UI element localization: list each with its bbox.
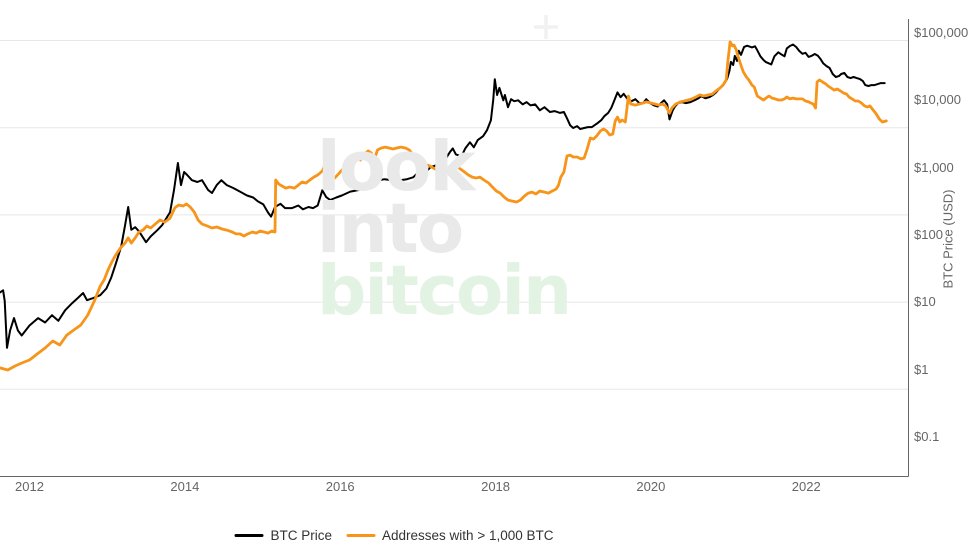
y-tick-0-1: $0.1 — [914, 428, 940, 444]
y-tick-100000: $100,000 — [914, 25, 969, 40]
legend-label-btc-price: BTC Price — [270, 528, 333, 543]
legend: BTC Price Addresses with > 1,000 BTC — [234, 528, 553, 543]
btc-price-line-icon — [234, 534, 264, 537]
btc-price-series-line — [0, 43, 886, 349]
y-tick-1: $1 — [914, 361, 929, 377]
x-tick-2012: 2012 — [15, 479, 44, 494]
x-tick-2020: 2020 — [636, 479, 666, 494]
y-tick-1000: $1,000 — [914, 159, 954, 175]
x-tick-2018: 2018 — [481, 479, 511, 494]
y-tick-10: $10 — [914, 294, 936, 310]
addresses-line-icon — [346, 534, 376, 537]
addresses-series-line — [0, 40, 888, 372]
y-tick-10000: $10,000 — [914, 92, 961, 108]
x-tick-2014: 2014 — [170, 479, 200, 494]
y-axis-title: BTC Price (USD) — [940, 189, 956, 289]
legend-item-addresses[interactable]: Addresses with > 1,000 BTC — [346, 528, 553, 543]
x-tick-2022: 2022 — [791, 479, 821, 494]
y-tick-100: $100 — [914, 226, 943, 242]
legend-label-addresses: Addresses with > 1,000 BTC — [382, 528, 554, 543]
legend-item-btc-price[interactable]: BTC Price — [234, 528, 333, 543]
x-tick-2016: 2016 — [325, 479, 355, 494]
